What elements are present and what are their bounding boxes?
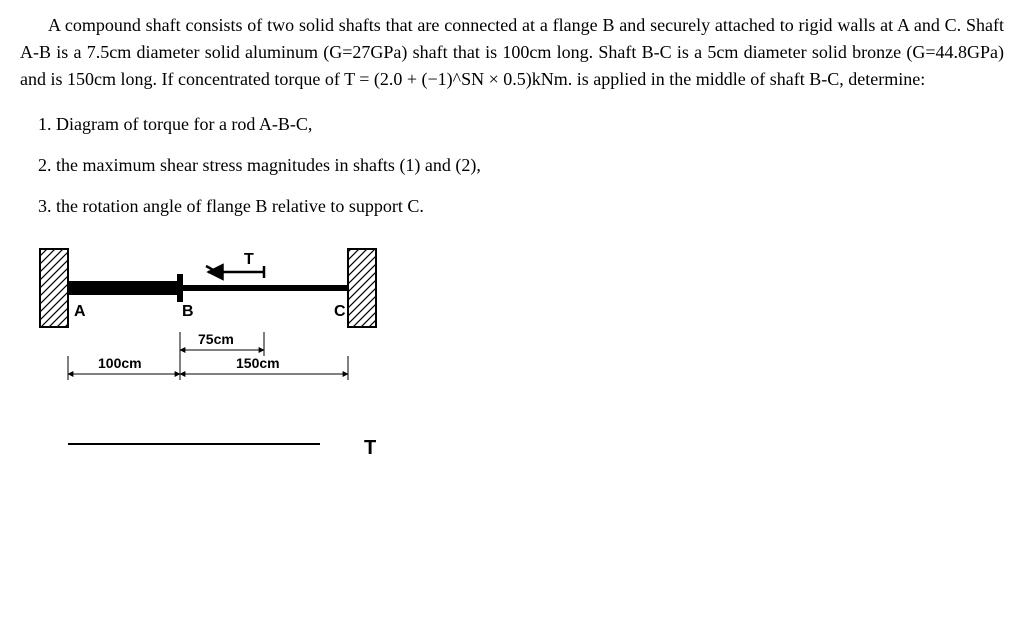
dim-ab-text: 100cm (98, 355, 142, 371)
label-a: A (74, 303, 86, 320)
axis-t-label: T (364, 437, 376, 459)
question-text: Diagram of torque for a rod A-B-C, (56, 114, 312, 134)
question-text: the maximum shear stress magnitudes in s… (56, 155, 481, 175)
wall-c (348, 249, 376, 327)
shaft-bc (180, 285, 348, 291)
question-item: Diagram of torque for a rod A-B-C, (56, 111, 1004, 138)
problem-text: A compound shaft consists of two solid s… (20, 15, 1004, 89)
question-item: the rotation angle of flange B relative … (56, 193, 1004, 220)
problem-paragraph: A compound shaft consists of two solid s… (20, 12, 1004, 93)
question-list: Diagram of torque for a rod A-B-C, the m… (20, 111, 1004, 220)
dim-bc-text: 150cm (236, 355, 280, 371)
flange-b (177, 274, 183, 302)
shaft-diagram: T A B C 75cm 100cm 150cm T (20, 244, 440, 504)
diagram-svg: T A B C 75cm 100cm 150cm T (20, 244, 440, 504)
wall-a (40, 249, 68, 327)
label-c: C (334, 303, 346, 320)
label-t-torque: T (244, 251, 254, 268)
label-b: B (182, 303, 194, 320)
question-text: the rotation angle of flange B relative … (56, 196, 424, 216)
shaft-ab (68, 281, 180, 295)
dim-bd-text: 75cm (198, 331, 234, 347)
question-item: the maximum shear stress magnitudes in s… (56, 152, 1004, 179)
